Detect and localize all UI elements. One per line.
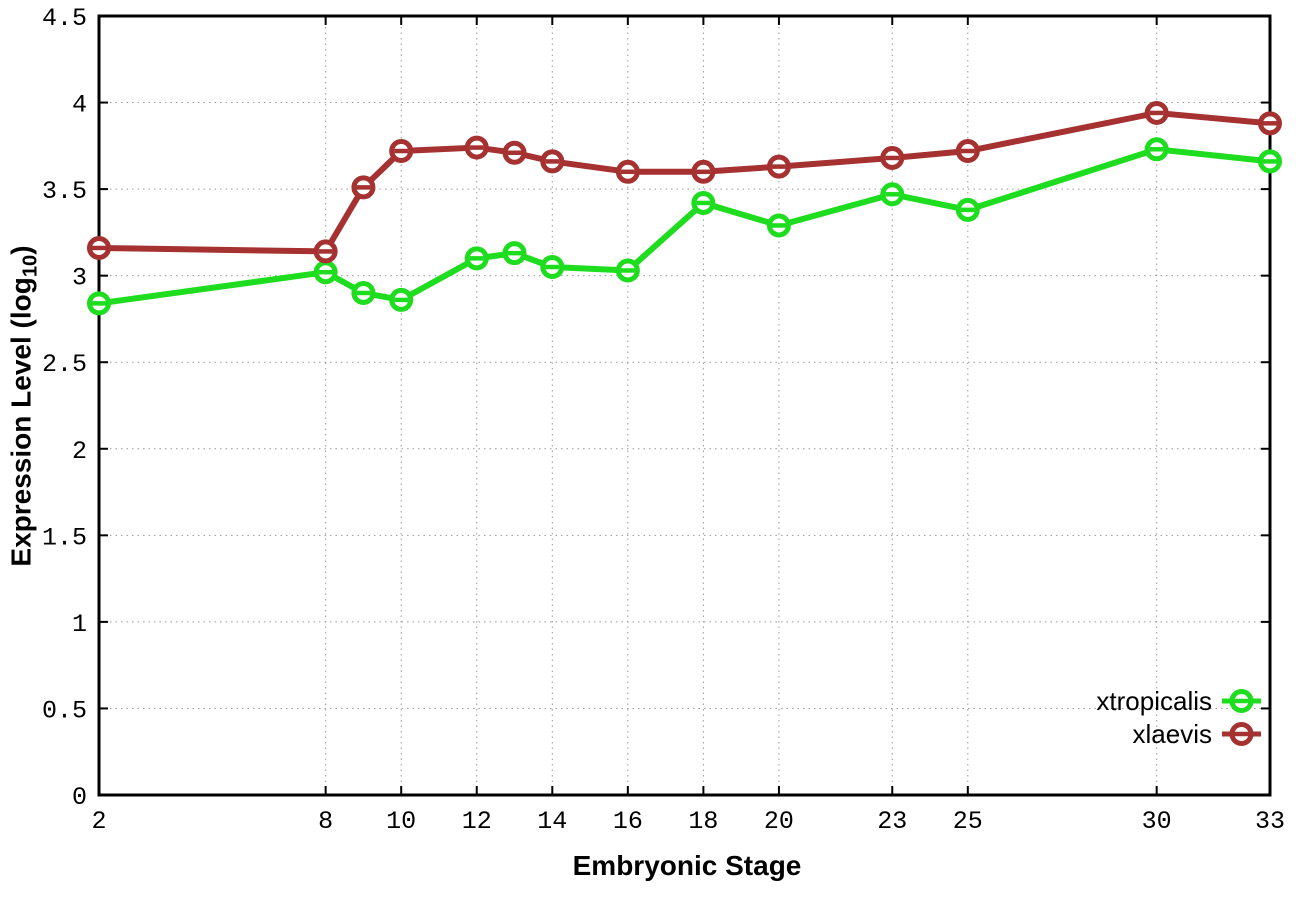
x-tick-label: 33 xyxy=(1255,807,1285,836)
x-tick-label: 20 xyxy=(764,807,794,836)
x-tick-label: 2 xyxy=(91,807,106,836)
plot-border xyxy=(97,14,1272,797)
y-tick-label: 0.5 xyxy=(42,696,87,725)
y-axis-title-subscript: 10 xyxy=(19,254,42,278)
y-tick-label: 4.5 xyxy=(42,4,87,33)
y-tick-label: 0 xyxy=(72,783,87,812)
x-axis-title: Embryonic Stage xyxy=(572,850,802,881)
series-xtropicalis xyxy=(87,137,1282,316)
legend-label-xlaevis: xlaevis xyxy=(1133,719,1212,749)
y-tick-label: 1.5 xyxy=(42,523,87,552)
x-tick-label: 12 xyxy=(462,807,492,836)
x-tick-label: 30 xyxy=(1142,807,1172,836)
x-tick-label: 16 xyxy=(613,807,643,836)
x-tick-label: 8 xyxy=(318,807,333,836)
series-line-xlaevis xyxy=(96,109,1273,255)
y-axis-title: Expression Level (log10) xyxy=(6,245,43,566)
x-tick-label: 18 xyxy=(688,807,718,836)
y-tick-label: 1 xyxy=(72,610,87,639)
x-tick-label: 10 xyxy=(386,807,416,836)
grid xyxy=(99,16,1270,795)
y-axis-title-close: ) xyxy=(5,245,37,255)
legend-label-xtropicalis: xtropicalis xyxy=(1096,686,1212,716)
y-tick-label: 3 xyxy=(72,264,87,293)
y-tick-label: 2 xyxy=(72,437,87,466)
y-tick-label: 2.5 xyxy=(42,350,87,379)
x-tick-label: 14 xyxy=(537,807,567,836)
y-axis-title-text: Expression Level (log xyxy=(5,277,37,567)
series-xlaevis xyxy=(87,100,1282,264)
y-tick-label: 4 xyxy=(72,91,87,120)
x-tick-label: 23 xyxy=(877,807,907,836)
y-tick-label: 3.5 xyxy=(42,177,87,206)
x-tick-label: 25 xyxy=(953,807,983,836)
axis-ticks xyxy=(98,15,1271,796)
